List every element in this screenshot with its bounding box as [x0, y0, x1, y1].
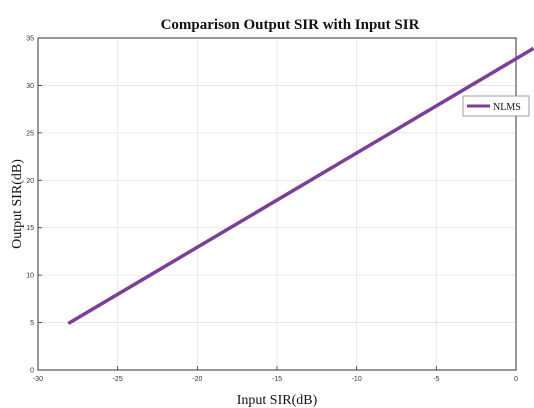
- x-tick-label: -20: [192, 376, 202, 383]
- series-line-nlms: [67, 46, 534, 326]
- y-tick-label: 20: [26, 178, 34, 185]
- y-axis-label: Output SIR(dB): [10, 159, 25, 249]
- x-tick-label: 0: [514, 376, 518, 383]
- y-tick-label: 10: [26, 273, 34, 280]
- x-tick-label: -15: [272, 376, 282, 383]
- x-axis-label: Input SIR(dB): [237, 393, 318, 408]
- y-tick-label: 35: [26, 36, 34, 43]
- series-layer: [67, 46, 534, 326]
- y-tick-label: 15: [26, 225, 34, 232]
- y-tick-label: 5: [30, 320, 34, 327]
- y-tick-label: 0: [30, 368, 34, 375]
- x-tick-label: -10: [352, 376, 362, 383]
- legend-label-nlms: NLMS: [493, 102, 521, 113]
- x-tick-label: -5: [433, 376, 439, 383]
- x-axis-ticks: -30 -25 -20 -15 -10 -5 0: [33, 366, 518, 383]
- chart-title: Comparison Output SIR with Input SIR: [161, 17, 420, 33]
- x-tick-label: -30: [33, 376, 43, 383]
- y-tick-label: 25: [26, 130, 34, 137]
- y-tick-label: 30: [26, 83, 34, 90]
- legend: NLMS: [462, 95, 530, 117]
- x-tick-label: -25: [113, 376, 123, 383]
- legend-box: [462, 95, 530, 117]
- y-axis-ticks: 0 5 10 15 20 25 30 35: [26, 36, 42, 375]
